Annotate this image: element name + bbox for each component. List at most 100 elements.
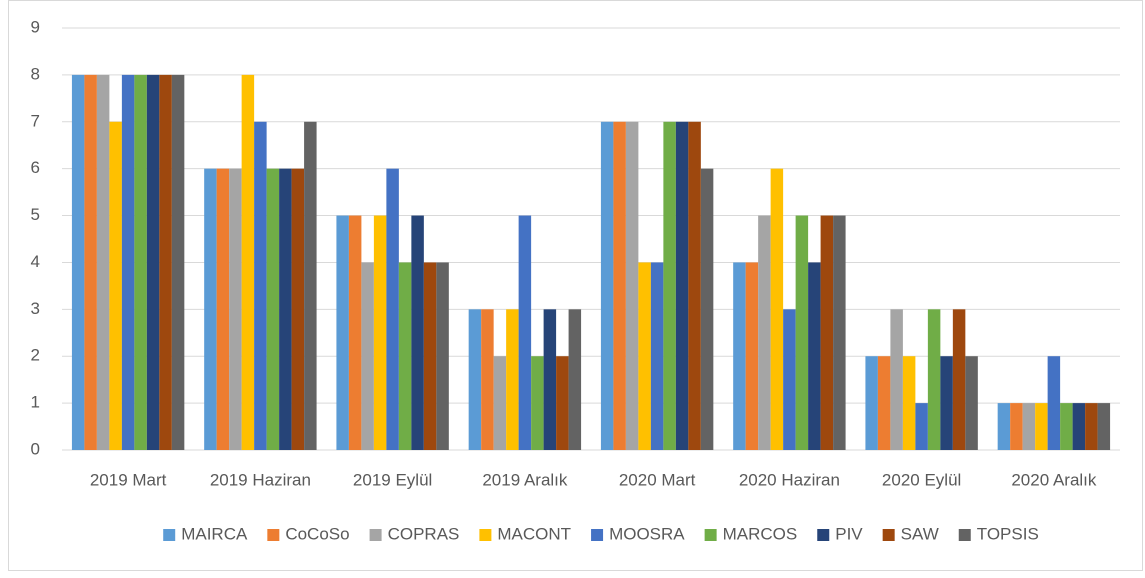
bar <box>266 168 280 450</box>
legend-label: SAW <box>901 524 939 543</box>
bar <box>997 403 1011 450</box>
legend-label: MACONT <box>497 524 571 543</box>
bar <box>820 215 834 450</box>
y-tick-label: 7 <box>31 111 40 130</box>
legend-label: MOOSRA <box>609 524 685 543</box>
bar <box>506 309 519 450</box>
bar <box>1060 403 1073 450</box>
bar <box>613 121 626 451</box>
bar <box>833 215 846 450</box>
bar <box>121 74 135 450</box>
legend-label: COPRAS <box>388 524 460 543</box>
bar <box>423 262 437 450</box>
bar <box>700 168 714 450</box>
bar <box>940 356 953 450</box>
legend-label: PIV <box>835 524 863 543</box>
bar <box>336 215 349 450</box>
legend-swatch <box>163 529 176 541</box>
legend-label: TOPSIS <box>977 524 1039 543</box>
bar <box>373 215 387 450</box>
bar <box>902 356 916 450</box>
x-tick-label: 2019 Eylül <box>353 470 432 489</box>
bar <box>543 309 557 450</box>
bar <box>1047 356 1061 450</box>
bar <box>877 356 891 450</box>
x-tick-label: 2020 Mart <box>619 470 696 489</box>
bar <box>745 262 759 450</box>
bar <box>134 74 147 450</box>
bar <box>625 121 639 451</box>
bar <box>159 74 172 450</box>
bar <box>795 215 809 450</box>
x-tick-label: 2020 Haziran <box>739 470 840 489</box>
bar <box>808 262 821 450</box>
y-tick-label: 1 <box>31 393 40 412</box>
bar <box>146 74 160 450</box>
bar <box>398 262 412 450</box>
bar <box>241 74 255 450</box>
x-tick-label: 2019 Aralık <box>482 470 568 489</box>
bar <box>1097 403 1111 450</box>
bar <box>1022 403 1036 450</box>
bar <box>204 168 217 450</box>
bar <box>386 168 399 450</box>
bar <box>890 309 903 450</box>
bar <box>84 74 97 450</box>
y-tick-label: 5 <box>31 205 40 224</box>
bar <box>481 309 494 450</box>
legend-swatch <box>958 529 971 541</box>
bar <box>1072 403 1086 450</box>
bar <box>865 356 878 450</box>
bar <box>361 262 374 450</box>
x-tick-label: 2020 Eylül <box>882 470 961 489</box>
bar <box>468 309 482 450</box>
y-tick-label: 0 <box>31 439 40 458</box>
x-tick-label: 2019 Haziran <box>210 470 311 489</box>
bar <box>688 121 701 451</box>
legend-swatch <box>479 529 492 541</box>
legend-swatch <box>704 529 717 541</box>
bar <box>675 121 689 451</box>
legend-swatch <box>882 529 895 541</box>
y-tick-label: 3 <box>31 299 40 318</box>
bar <box>952 309 966 450</box>
bar <box>229 168 242 450</box>
bar <box>638 262 651 450</box>
bar <box>216 168 230 450</box>
bar <box>758 215 771 450</box>
legend-swatch <box>369 529 382 541</box>
bar <box>1035 403 1048 450</box>
bar <box>171 74 185 450</box>
bar <box>71 74 85 450</box>
chart-frame <box>8 0 1143 571</box>
bar <box>254 121 267 451</box>
legend-swatch <box>817 529 830 541</box>
x-tick-label: 2019 Mart <box>90 470 167 489</box>
y-tick-label: 2 <box>31 346 40 365</box>
bar <box>411 215 424 450</box>
y-tick-label: 4 <box>31 252 40 271</box>
bar <box>279 168 292 450</box>
legend-swatch <box>591 529 604 541</box>
bar <box>650 262 664 450</box>
bar <box>109 121 122 451</box>
bar <box>436 262 449 450</box>
bar <box>568 309 582 450</box>
legend-swatch <box>267 529 280 541</box>
bar <box>770 168 784 450</box>
y-tick-label: 9 <box>31 17 40 36</box>
y-tick-label: 8 <box>31 64 40 83</box>
bar <box>304 121 317 451</box>
bar <box>915 403 928 450</box>
bar <box>556 356 569 450</box>
bar <box>96 74 110 450</box>
y-tick-label: 6 <box>31 158 40 177</box>
bar <box>348 215 362 450</box>
bar <box>1085 403 1098 450</box>
legend-label: MAIRCA <box>181 524 248 543</box>
bar <box>291 168 305 450</box>
bar <box>927 309 941 450</box>
bar <box>783 309 796 450</box>
bar <box>965 356 978 450</box>
